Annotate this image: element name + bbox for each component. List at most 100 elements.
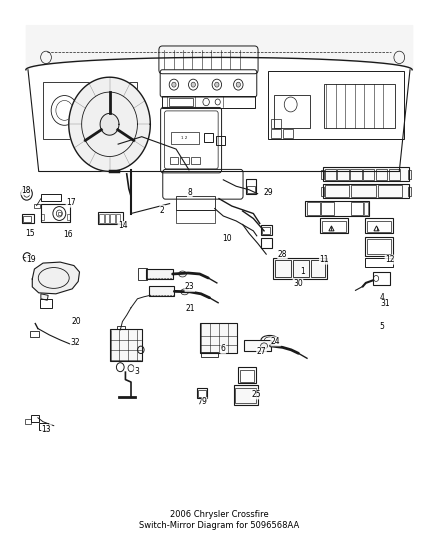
Ellipse shape (172, 82, 176, 87)
Bar (408, 187, 411, 196)
Bar (244, 341, 271, 351)
Bar (337, 169, 349, 180)
Bar (321, 202, 334, 214)
Text: 12: 12 (385, 255, 395, 264)
Text: 27: 27 (257, 347, 266, 356)
Text: 30: 30 (293, 279, 303, 288)
Text: 18: 18 (21, 185, 31, 195)
Bar (246, 179, 256, 193)
Ellipse shape (179, 271, 187, 277)
Bar (305, 200, 369, 215)
Bar (171, 132, 199, 144)
Text: 1: 1 (300, 267, 305, 276)
Bar (176, 209, 215, 223)
Text: 4: 4 (380, 293, 385, 302)
Bar (271, 119, 281, 128)
Ellipse shape (261, 343, 268, 349)
Text: 21: 21 (185, 304, 195, 313)
Bar (293, 260, 309, 277)
Text: 3: 3 (134, 367, 139, 376)
Bar (240, 370, 254, 382)
Bar (98, 212, 123, 224)
Text: 14: 14 (118, 221, 127, 230)
Text: 2006 Chrysler Crossfire
Switch-Mirror Diagram for 5096568AA: 2006 Chrysler Crossfire Switch-Mirror Di… (139, 510, 299, 530)
Bar (138, 268, 147, 280)
Text: 31: 31 (381, 299, 390, 308)
Bar (162, 95, 254, 108)
Bar (364, 202, 367, 214)
Bar (365, 258, 393, 267)
Bar (363, 169, 374, 180)
Bar (197, 388, 208, 398)
Text: 19: 19 (26, 255, 36, 264)
Text: 10: 10 (222, 234, 232, 243)
Polygon shape (69, 77, 150, 172)
Bar (365, 237, 393, 256)
Bar (110, 329, 142, 361)
Bar (146, 269, 173, 279)
Bar (373, 271, 390, 285)
Text: 23: 23 (185, 282, 194, 292)
Bar (215, 136, 225, 145)
Bar (170, 157, 178, 164)
Bar (31, 415, 39, 422)
Bar (41, 193, 61, 201)
Bar (176, 196, 215, 209)
Bar (67, 214, 70, 220)
Bar (204, 133, 213, 142)
Bar (275, 260, 291, 277)
Bar (324, 84, 395, 128)
Bar (58, 212, 60, 215)
Bar (169, 98, 193, 107)
Bar (39, 423, 48, 430)
Bar (311, 260, 325, 277)
Bar (105, 214, 109, 223)
Text: 15: 15 (25, 229, 35, 238)
Bar (233, 385, 258, 405)
Bar (268, 71, 403, 139)
Text: 20: 20 (72, 317, 81, 326)
Text: 1 2: 1 2 (181, 136, 188, 140)
Text: 16: 16 (63, 230, 73, 239)
Text: 6: 6 (221, 344, 226, 353)
Bar (235, 389, 256, 403)
Bar (274, 94, 311, 128)
Bar (262, 228, 270, 234)
Bar (325, 169, 336, 180)
Ellipse shape (181, 289, 188, 295)
Bar (408, 171, 411, 179)
Ellipse shape (236, 82, 240, 87)
Bar (367, 221, 391, 232)
Bar (320, 219, 348, 233)
Bar (261, 238, 272, 248)
Bar (41, 214, 44, 220)
Bar (376, 169, 387, 180)
Bar (117, 326, 124, 332)
Bar (149, 286, 174, 296)
Bar (25, 419, 32, 424)
Text: 11: 11 (319, 255, 329, 264)
Bar (271, 130, 281, 138)
Bar (323, 184, 409, 198)
Bar (389, 169, 400, 180)
Bar (321, 171, 324, 179)
Text: 9: 9 (202, 398, 207, 406)
Bar (99, 214, 103, 223)
Bar (351, 202, 363, 214)
Bar (273, 258, 327, 279)
Bar (110, 214, 115, 223)
Bar (238, 367, 256, 383)
Text: 32: 32 (71, 338, 80, 347)
Text: 2: 2 (160, 206, 165, 215)
Bar (365, 219, 393, 233)
Bar (180, 157, 189, 164)
Bar (307, 202, 320, 214)
Bar (39, 299, 52, 308)
Text: 25: 25 (251, 390, 261, 399)
Text: 24: 24 (271, 337, 280, 346)
Bar (112, 333, 120, 338)
Bar (351, 185, 376, 197)
Bar (378, 185, 402, 197)
Bar (367, 239, 391, 254)
Polygon shape (32, 262, 79, 294)
